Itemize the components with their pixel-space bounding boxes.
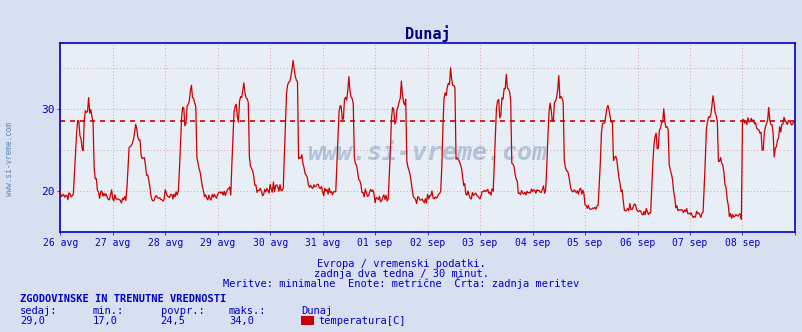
Text: zadnja dva tedna / 30 minut.: zadnja dva tedna / 30 minut.: [314, 269, 488, 279]
Text: ZGODOVINSKE IN TRENUTNE VREDNOSTI: ZGODOVINSKE IN TRENUTNE VREDNOSTI: [20, 294, 226, 304]
Text: sedaj:: sedaj:: [20, 306, 58, 316]
Text: 29,0: 29,0: [20, 316, 45, 326]
Text: 17,0: 17,0: [92, 316, 117, 326]
Text: www.si-vreme.com: www.si-vreme.com: [307, 141, 547, 165]
Text: www.si-vreme.com: www.si-vreme.com: [5, 123, 14, 196]
Text: min.:: min.:: [92, 306, 124, 316]
Text: 34,0: 34,0: [229, 316, 253, 326]
Text: povpr.:: povpr.:: [160, 306, 204, 316]
Text: Dunaj: Dunaj: [301, 306, 332, 316]
Text: temperatura[C]: temperatura[C]: [318, 316, 406, 326]
Title: Dunaj: Dunaj: [404, 25, 450, 42]
Text: Meritve: minimalne  Enote: metrične  Črta: zadnja meritev: Meritve: minimalne Enote: metrične Črta:…: [223, 277, 579, 289]
Text: 24,5: 24,5: [160, 316, 185, 326]
Text: maks.:: maks.:: [229, 306, 266, 316]
Text: Evropa / vremenski podatki.: Evropa / vremenski podatki.: [317, 259, 485, 269]
